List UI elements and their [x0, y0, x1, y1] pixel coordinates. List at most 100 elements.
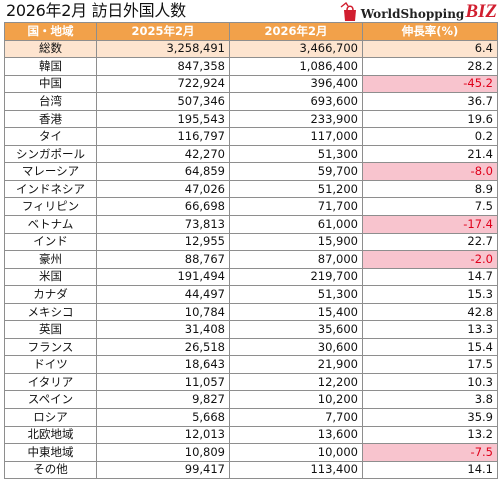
cell-country: スペイン — [4, 390, 97, 410]
cell-country: ベトナム — [4, 215, 97, 234]
cell-2025: 722,924 — [96, 74, 230, 94]
cell-growth: 3.8 — [362, 390, 498, 410]
cell-country: 中東地域 — [4, 443, 97, 462]
cell-2026: 117,000 — [229, 127, 363, 146]
cell-2026: 30,600 — [229, 337, 363, 357]
cell-2025: 5,668 — [96, 408, 230, 427]
cell-2025: 31,408 — [96, 320, 230, 339]
cell-2026: 10,200 — [229, 390, 363, 410]
cell-2026: 71,700 — [229, 197, 363, 217]
table-row: フランス 26,518 30,600 15.4 — [4, 337, 498, 357]
cell-growth: -45.2 — [362, 74, 498, 94]
cell-2025: 10,809 — [96, 443, 230, 462]
cell-2026: 396,400 — [229, 74, 363, 94]
cell-2026: 233,900 — [229, 109, 363, 129]
cell-2026: 21,900 — [229, 355, 363, 374]
cell-2025: 847,358 — [96, 57, 230, 76]
table-row: マレーシア 64,859 59,700 -8.0 — [4, 162, 498, 181]
cell-growth: 7.5 — [362, 197, 498, 217]
cell-2026: 87,000 — [229, 250, 363, 269]
table-header-row: 国・地域 2025年2月 2026年2月 伸長率(%) — [4, 22, 498, 41]
cell-2025: 47,026 — [96, 179, 230, 199]
cell-2026: 12,200 — [229, 372, 363, 392]
table-row: スペイン 9,827 10,200 3.8 — [4, 390, 498, 410]
cell-growth: -7.5 — [362, 443, 498, 462]
cell-country: イタリア — [4, 372, 97, 392]
table-row: 豪州 88,767 87,000 -2.0 — [4, 250, 498, 269]
cell-country: 総数 — [4, 39, 97, 59]
cell-2026: 10,000 — [229, 443, 363, 462]
cell-growth: 13.2 — [362, 425, 498, 445]
cell-country: フィリピン — [4, 197, 97, 217]
cell-2025: 73,813 — [96, 215, 230, 234]
cell-2026: 15,400 — [229, 302, 363, 322]
cell-2025: 116,797 — [96, 127, 230, 146]
table-row: ロシア 5,668 7,700 35.9 — [4, 408, 498, 427]
cell-2025: 18,643 — [96, 355, 230, 374]
cell-2026: 51,300 — [229, 144, 363, 164]
cell-country: ドイツ — [4, 355, 97, 374]
cell-growth: 15.3 — [362, 285, 498, 304]
table-row: ドイツ 18,643 21,900 17.5 — [4, 355, 498, 374]
table-row: 米国 191,494 219,700 14.7 — [4, 267, 498, 287]
cell-growth: 8.9 — [362, 179, 498, 199]
cell-2026: 7,700 — [229, 408, 363, 427]
cell-country: タイ — [4, 127, 97, 146]
cell-country: ロシア — [4, 408, 97, 427]
table-row-total: 総数 3,258,491 3,466,700 6.4 — [4, 39, 498, 59]
table-row: インドネシア 47,026 51,200 8.9 — [4, 179, 498, 199]
cell-2026: 61,000 — [229, 215, 363, 234]
table-row: フィリピン 66,698 71,700 7.5 — [4, 197, 498, 217]
cell-country: メキシコ — [4, 302, 97, 322]
cell-country: 香港 — [4, 109, 97, 129]
cell-country: 豪州 — [4, 250, 97, 269]
cell-growth: 35.9 — [362, 408, 498, 427]
table-row: 香港 195,543 233,900 19.6 — [4, 109, 498, 129]
cell-2025: 11,057 — [96, 372, 230, 392]
cell-growth: 21.4 — [362, 144, 498, 164]
table-row: 北欧地域 12,013 13,600 13.2 — [4, 425, 498, 445]
cell-2025: 42,270 — [96, 144, 230, 164]
shopping-bag-icon — [340, 1, 360, 22]
table-row: 英国 31,408 35,600 13.3 — [4, 320, 498, 339]
cell-2026: 51,200 — [229, 179, 363, 199]
cell-country: 米国 — [4, 267, 97, 287]
cell-growth: 13.3 — [362, 320, 498, 339]
table-row: 韓国 847,358 1,086,400 28.2 — [4, 57, 498, 76]
visitor-table: 国・地域 2025年2月 2026年2月 伸長率(%) 総数 3,258,491 3… — [4, 22, 498, 479]
cell-country: シンガポール — [4, 144, 97, 164]
cell-2026: 3,466,700 — [229, 39, 363, 59]
table-body: 総数 3,258,491 3,466,700 6.4 韓国 847,358 1,086,40… — [4, 39, 498, 479]
table-row: その他 99,417 113,400 14.1 — [4, 460, 498, 479]
table-row: ベトナム 73,813 61,000 -17.4 — [4, 215, 498, 234]
cell-country: その他 — [4, 460, 97, 479]
cell-2026: 219,700 — [229, 267, 363, 287]
header-2025: 2025年2月 — [96, 22, 230, 41]
cell-2025: 12,013 — [96, 425, 230, 445]
cell-2025: 26,518 — [96, 337, 230, 357]
logo-wordmark: WorldShopping — [360, 7, 465, 21]
header-growth: 伸長率(%) — [362, 22, 498, 41]
header-country: 国・地域 — [4, 22, 97, 41]
cell-country: 台湾 — [4, 92, 97, 111]
cell-growth: 28.2 — [362, 57, 498, 76]
table-row: タイ 116,797 117,000 0.2 — [4, 127, 498, 146]
cell-growth: 10.3 — [362, 372, 498, 392]
cell-country: インド — [4, 232, 97, 252]
logo-biz: BIZ — [465, 1, 497, 22]
brand-logo: WorldShopping BIZ — [340, 0, 497, 22]
table-row: 中国 722,924 396,400 -45.2 — [4, 74, 498, 94]
table-row: カナダ 44,497 51,300 15.3 — [4, 285, 498, 304]
table-row: 台湾 507,346 693,600 36.7 — [4, 92, 498, 111]
cell-2026: 15,900 — [229, 232, 363, 252]
cell-growth: 42.8 — [362, 302, 498, 322]
cell-country: カナダ — [4, 285, 97, 304]
cell-country: マレーシア — [4, 162, 97, 181]
cell-country: 中国 — [4, 74, 97, 94]
cell-growth: -8.0 — [362, 162, 498, 181]
cell-growth: 36.7 — [362, 92, 498, 111]
cell-country: インドネシア — [4, 179, 97, 199]
cell-country: 韓国 — [4, 57, 97, 76]
table-row: シンガポール 42,270 51,300 21.4 — [4, 144, 498, 164]
cell-growth: 19.6 — [362, 109, 498, 129]
